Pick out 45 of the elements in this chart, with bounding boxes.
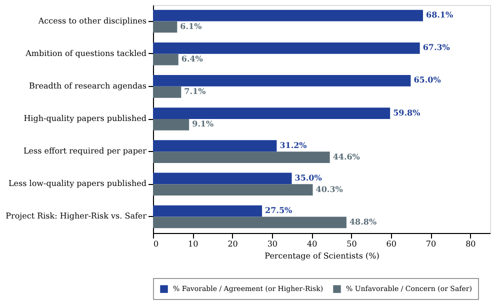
data-label: 6.4% [181,54,204,64]
bar [153,140,277,152]
y-tick-label: Project Risk: Higher-Risk vs. Safer [6,212,147,221]
data-label: 35.0% [294,172,322,182]
data-label: 27.5% [265,205,293,216]
x-tick-label: 10 [188,240,198,248]
data-label: 65.0% [414,74,442,85]
x-tick-label: 40 [306,240,318,248]
y-tick-label: Breadth of research agendas [29,81,146,90]
data-label: 6.1% [180,20,202,31]
x-tick-label: 80 [466,240,476,248]
bar [153,54,178,66]
bar [153,184,313,196]
x-tick-label: 50 [346,240,357,248]
data-label: 68.1% [426,10,454,20]
y-tick-label: Ambition of questions tackled [24,48,146,58]
bar [153,119,190,130]
bar [153,10,423,22]
bar [153,152,330,163]
data-label: 59.8% [393,107,421,118]
bar [153,108,390,119]
data-label: 48.8% [349,216,377,226]
bar [153,216,346,228]
x-tick-label: 70 [426,240,436,248]
y-tick-label: Access to other disciplines [37,16,146,26]
bar [153,75,411,86]
x-tick-label: 30 [267,240,278,248]
data-label: 44.6% [332,151,360,162]
bar [153,172,292,184]
bar [153,86,182,98]
y-tick-label: Less effort required per paper [23,146,147,156]
bar [153,42,420,54]
data-label: 7.1% [184,86,206,96]
x-axis-title: Percentage of Scientists (%) [264,252,380,260]
data-label: 31.2% [280,140,308,150]
bar [153,205,262,217]
y-tick-label: Less low-quality papers published [8,179,146,188]
data-label: 40.3% [316,184,344,194]
bar [153,21,178,33]
data-label: 9.1% [192,118,214,129]
x-tick-label: 20 [228,240,238,248]
y-tick-label: High-quality papers published [24,114,146,123]
x-tick-label: 0 [154,240,159,248]
x-tick-label: 60 [386,240,396,248]
data-label: 67.3% [422,42,450,52]
